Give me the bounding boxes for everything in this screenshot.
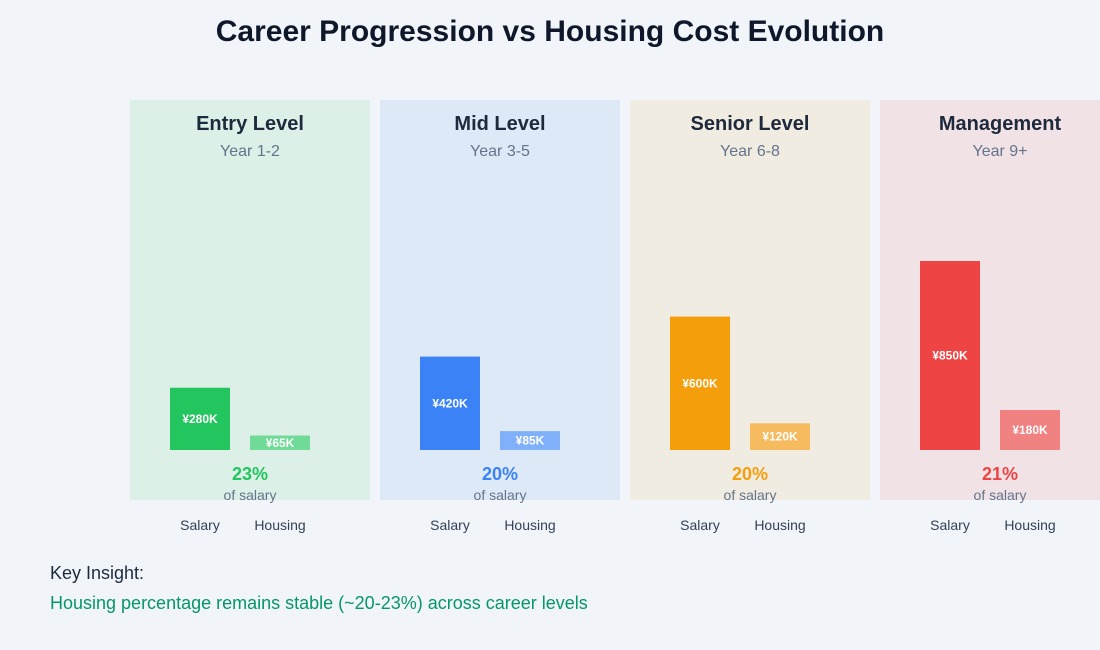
panel-title: Management [939, 113, 1062, 135]
panel-title: Senior Level [691, 113, 810, 135]
housing-bar [500, 431, 560, 450]
tick-label-housing: Housing [504, 517, 555, 533]
housing-bar [250, 435, 310, 450]
tick-label-salary: Salary [680, 517, 720, 533]
panel-years: Year 9+ [972, 143, 1027, 160]
panel-background [880, 100, 1100, 500]
panel-management: Management Year 9+ ¥850K ¥180K 21% of salaryS… [880, 100, 1100, 533]
panel-years: Year 1-2 [220, 143, 280, 160]
salary-value-label: ¥420K [432, 396, 468, 410]
salary-value-label: ¥850K [932, 349, 968, 363]
housing-bar [1000, 409, 1060, 450]
housing-percent: 23% [232, 464, 268, 484]
panel-years: Year 3-5 [470, 143, 530, 160]
housing-percent: 20% [482, 464, 518, 484]
housing-value-label: ¥120K [762, 430, 798, 444]
housing-percent: 21% [982, 464, 1018, 484]
key-insight-title: Key Insight: [50, 563, 145, 583]
salary-bar [670, 316, 730, 450]
percent-caption: of salary [974, 487, 1027, 503]
housing-value-label: ¥180K [1012, 423, 1048, 437]
tick-label-housing: Housing [1004, 517, 1055, 533]
panel-mid-level: Mid Level Year 3-5 ¥420K ¥85K 20% of salarySa… [380, 100, 620, 533]
housing-percent: 20% [732, 464, 768, 484]
panel-title: Mid Level [454, 113, 545, 135]
tick-label-salary: Salary [430, 517, 470, 533]
panel-years: Year 6-8 [720, 143, 780, 160]
key-insight-text: Housing percentage remains stable (~20-2… [50, 593, 588, 613]
tick-label-salary: Salary [930, 517, 970, 533]
panel-entry-level: Entry Level Year 1-2 ¥280K ¥65K 23% of salary… [130, 100, 370, 533]
housing-value-label: ¥65K [266, 436, 295, 450]
percent-caption: of salary [224, 487, 277, 503]
tick-label-housing: Housing [254, 517, 305, 533]
salary-value-label: ¥280K [182, 412, 218, 426]
housing-bar [750, 423, 810, 450]
salary-bar [920, 261, 980, 450]
salary-value-label: ¥600K [682, 376, 718, 390]
percent-caption: of salary [474, 487, 527, 503]
percent-caption: of salary [724, 487, 777, 503]
housing-value-label: ¥85K [516, 434, 545, 448]
salary-bar [170, 387, 230, 450]
salary-bar [420, 356, 480, 450]
tick-label-salary: Salary [180, 517, 220, 533]
panel-title: Entry Level [196, 113, 304, 135]
tick-label-housing: Housing [754, 517, 805, 533]
panel-senior-level: Senior Level Year 6-8 ¥600K ¥120K 20% of sala… [630, 100, 870, 533]
chart-title: Career Progression vs Housing Cost Evolu… [216, 15, 884, 48]
panels: Entry Level Year 1-2 ¥280K ¥65K 23% of salary… [130, 100, 1100, 533]
